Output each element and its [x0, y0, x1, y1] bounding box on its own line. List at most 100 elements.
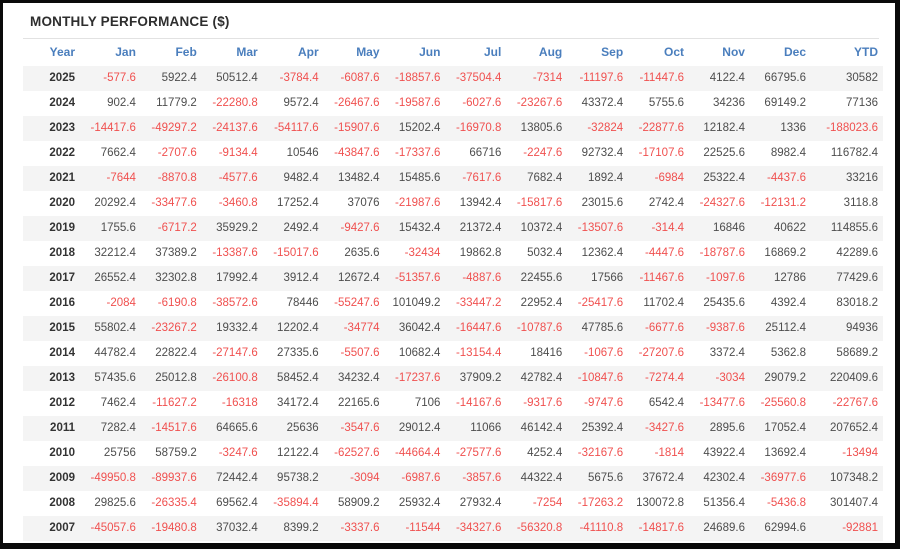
value-cell-nov: 3372.4 — [709, 347, 745, 359]
year-cell: 2018 — [49, 247, 75, 259]
value-cell-feb: -33477.6 — [151, 197, 197, 209]
value-cell-ytd: 77429.6 — [836, 272, 878, 284]
value-cell-mar: 17992.4 — [216, 272, 258, 284]
value-cell-jan: 44782.4 — [94, 347, 136, 359]
value-cell-dec: -25560.8 — [760, 397, 806, 409]
column-header-jun[interactable]: Jun — [419, 45, 441, 59]
value-cell-may: -62527.6 — [334, 447, 380, 459]
table-row: 2013 57435.6 25012.8 -26100.8 58452.4 34232.4… — [23, 366, 883, 391]
value-cell-dec: 1336 — [780, 122, 806, 134]
value-cell-mar: -9134.4 — [218, 147, 258, 159]
value-cell-aug: 4252.4 — [527, 447, 563, 459]
value-cell-oct: 130072.8 — [636, 497, 685, 509]
value-cell-jan: 7462.4 — [100, 397, 136, 409]
column-header-mar[interactable]: Mar — [236, 45, 258, 59]
year-cell: 2024 — [49, 97, 75, 109]
value-cell-feb: 11779.2 — [156, 97, 197, 109]
value-cell-apr: 12202.4 — [277, 322, 319, 334]
table-row: 2010 25756 58759.2 -3247.6 12122.4 -62527.6 -4… — [23, 441, 883, 466]
value-cell-oct: 2742.4 — [648, 197, 685, 209]
table-row: 2022 7662.4 -2707.6 -9134.4 10546 -43847.6 -17… — [23, 141, 883, 166]
column-header-ytd[interactable]: YTD — [854, 45, 878, 59]
column-header-year[interactable]: Year — [49, 45, 75, 59]
value-cell-jul: 19862.8 — [459, 247, 502, 259]
value-cell-apr: 78446 — [286, 297, 319, 309]
value-cell-feb: 37389.2 — [155, 247, 197, 259]
value-cell-apr: 9572.4 — [283, 97, 319, 109]
value-cell-feb: -14517.6 — [151, 422, 197, 434]
value-cell-apr: 34172.4 — [277, 397, 319, 409]
value-cell-jul: 37909.2 — [459, 372, 502, 384]
value-cell-oct: 5755.6 — [648, 97, 685, 109]
value-cell-jul: -34327.6 — [455, 522, 502, 534]
value-cell-jul: -6027.6 — [462, 97, 502, 109]
value-cell-aug: -10787.6 — [516, 322, 563, 334]
value-cell-sep: -17263.2 — [577, 497, 624, 509]
column-header-may[interactable]: May — [356, 45, 380, 59]
value-cell-jul: 21372.4 — [459, 222, 502, 234]
value-cell-dec: 66795.6 — [764, 72, 806, 84]
value-cell-may: 34232.4 — [337, 372, 380, 384]
value-cell-mar: -22280.8 — [212, 97, 258, 109]
value-cell-jan: -14417.6 — [90, 122, 136, 134]
value-cell-oct: 6542.4 — [648, 397, 685, 409]
value-cell-may: -34774 — [343, 322, 380, 334]
value-cell-mar: -3460.8 — [218, 197, 258, 209]
value-cell-jun: 15485.6 — [398, 172, 441, 184]
value-cell-mar: -27147.6 — [212, 347, 258, 359]
value-cell-ytd: -22767.6 — [832, 397, 878, 409]
column-header-sep[interactable]: Sep — [601, 45, 624, 59]
column-header-jul[interactable]: Jul — [484, 45, 502, 59]
value-cell-jun: 10682.4 — [398, 347, 441, 359]
value-cell-may: 13482.4 — [337, 172, 380, 184]
value-cell-may: -5507.6 — [340, 347, 380, 359]
value-cell-nov: -13477.6 — [699, 397, 745, 409]
column-header-dec[interactable]: Dec — [783, 45, 806, 59]
value-cell-may: -43847.6 — [334, 147, 380, 159]
value-cell-aug: -7314 — [532, 72, 563, 84]
value-cell-aug: 22952.4 — [520, 297, 563, 309]
value-cell-jul: 13942.4 — [459, 197, 502, 209]
value-cell-jun: 15432.4 — [398, 222, 441, 234]
year-cell: 2020 — [49, 197, 75, 209]
value-cell-mar: -38572.6 — [212, 297, 258, 309]
value-cell-mar: 19332.4 — [216, 322, 258, 334]
value-cell-may: 12672.4 — [337, 272, 380, 284]
value-cell-sep: -1067.6 — [584, 347, 624, 359]
value-cell-oct: -7274.4 — [645, 372, 685, 384]
column-header-jan[interactable]: Jan — [115, 45, 136, 59]
value-cell-nov: 25435.6 — [703, 297, 745, 309]
value-cell-jun: -6987.6 — [401, 472, 441, 484]
value-cell-nov: 51356.4 — [703, 497, 745, 509]
column-header-apr[interactable]: Apr — [297, 45, 319, 59]
value-cell-mar: 37032.4 — [216, 522, 258, 534]
value-cell-nov: 2895.6 — [709, 422, 745, 434]
table-row: 2007 -45057.6 -19480.8 37032.4 8399.2 -3337.6… — [23, 516, 883, 541]
column-header-nov[interactable]: Nov — [722, 45, 745, 59]
column-header-oct[interactable]: Oct — [664, 45, 685, 59]
value-cell-apr: 8399.2 — [283, 522, 319, 534]
value-cell-dec: 62994.6 — [764, 522, 806, 534]
value-cell-jul: -13154.4 — [455, 347, 502, 359]
value-cell-ytd: 3118.8 — [843, 197, 878, 209]
column-header-feb[interactable]: Feb — [175, 45, 197, 59]
table-row: 2016 -2084 -6190.8 -38572.6 78446 -55247.6 101… — [23, 291, 883, 316]
value-cell-mar: 69562.4 — [216, 497, 258, 509]
value-cell-sep: 1892.4 — [587, 172, 624, 184]
column-header-aug[interactable]: Aug — [538, 45, 563, 59]
value-cell-feb: -6190.8 — [157, 297, 197, 309]
table-row: 2020 20292.4 -33477.6 -3460.8 17252.4 37076 -2… — [23, 191, 883, 216]
value-cell-aug: 7682.4 — [527, 172, 563, 184]
value-cell-may: -6087.6 — [340, 72, 380, 84]
year-cell: 2011 — [50, 422, 75, 434]
value-cell-aug: 46142.4 — [520, 422, 563, 434]
value-cell-may: 22165.6 — [337, 397, 380, 409]
value-cell-nov: -24327.6 — [699, 197, 745, 209]
value-cell-may: -55247.6 — [334, 297, 380, 309]
value-cell-oct: -11467.6 — [639, 272, 685, 284]
value-cell-ytd: 30582 — [846, 72, 878, 84]
value-cell-nov: -18787.6 — [699, 247, 745, 259]
value-cell-jul: 11066 — [470, 422, 502, 434]
value-cell-may: 2635.6 — [344, 247, 380, 259]
value-cell-jun: 36042.4 — [398, 322, 441, 334]
